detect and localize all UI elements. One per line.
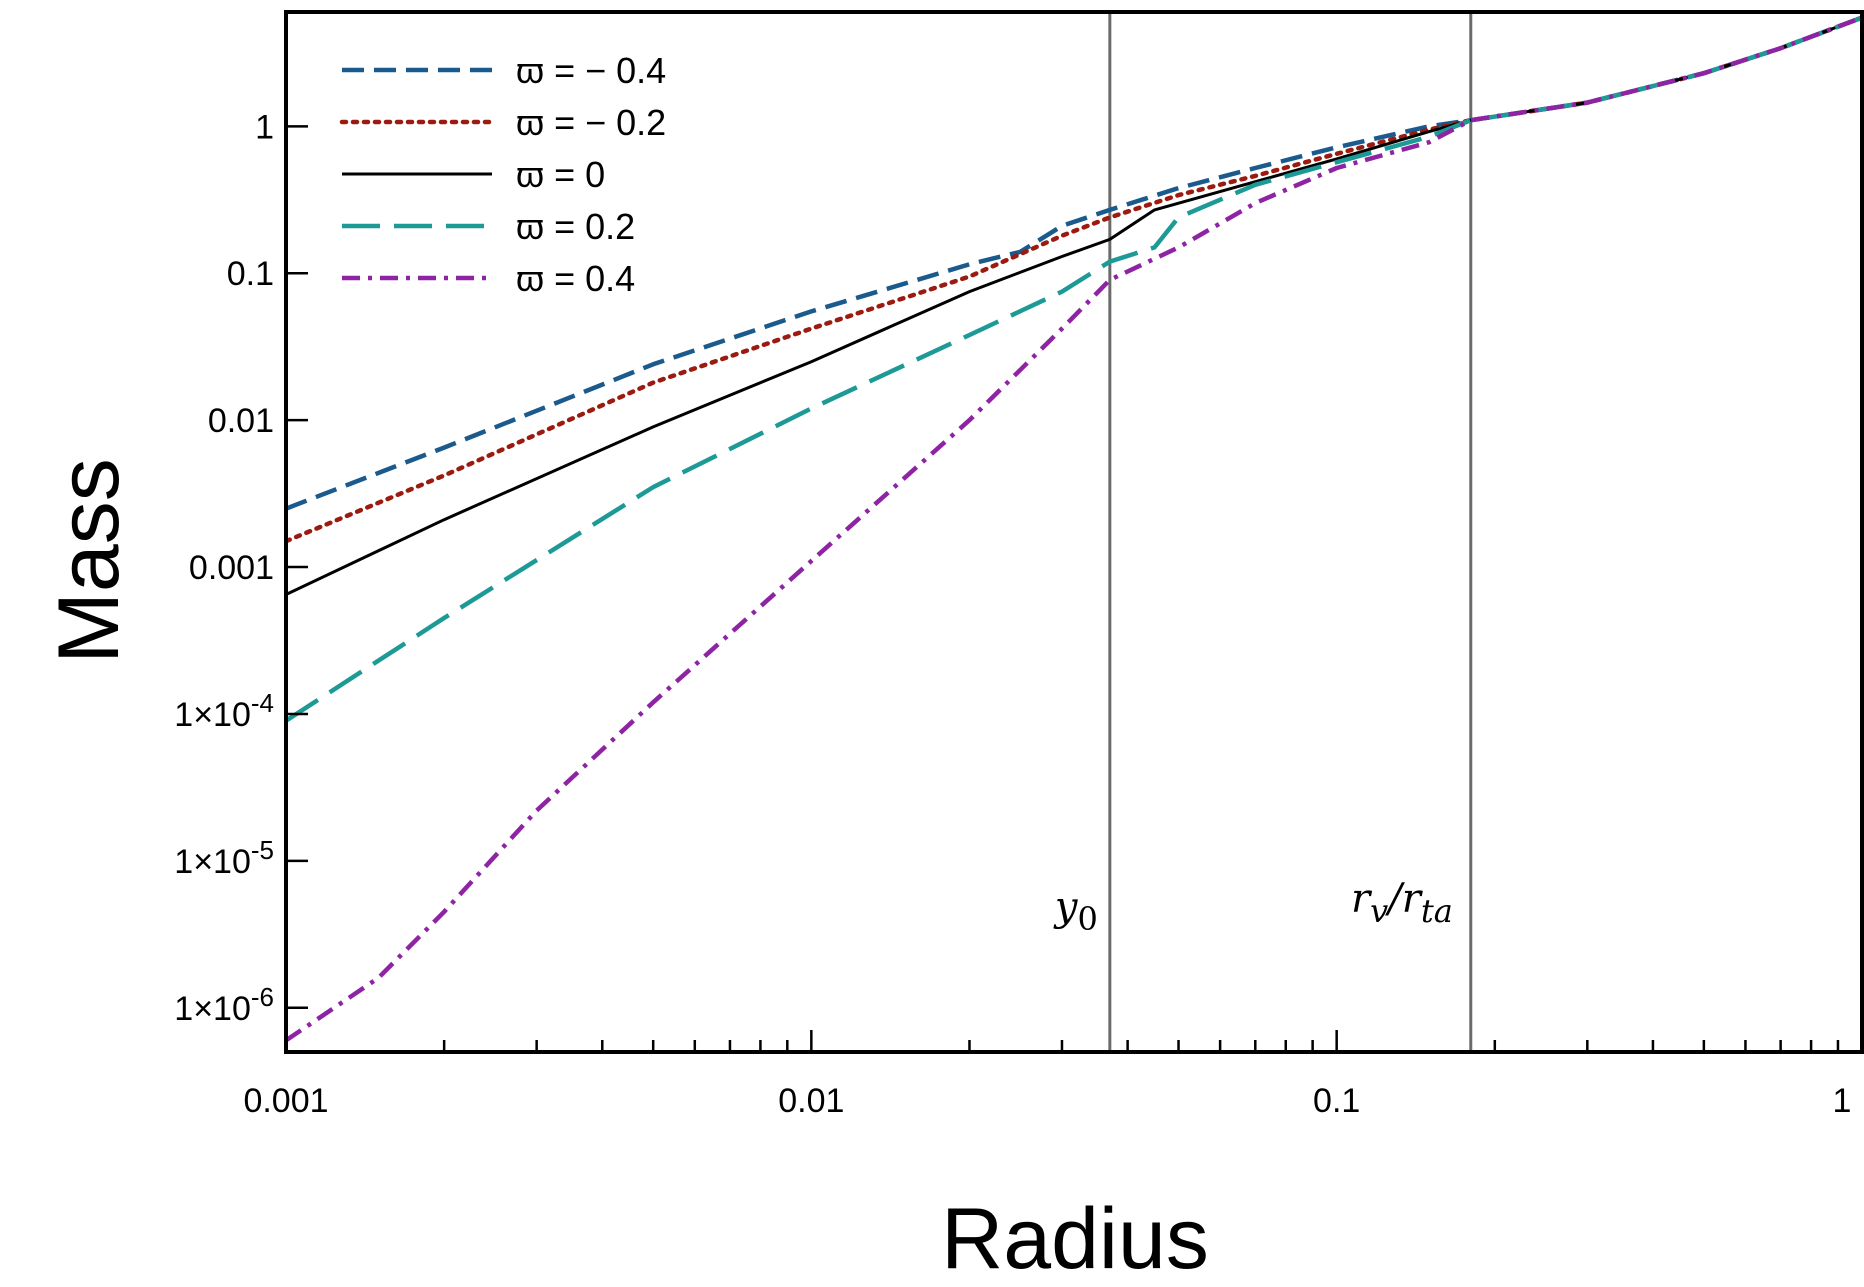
label-y0: y0 (1053, 884, 1098, 938)
y-axis-title: Mass (41, 458, 137, 663)
legend-label-1: ϖ = − 0.2 (516, 102, 666, 143)
y-tick-label: 0.01 (208, 402, 274, 440)
plot-frame (284, 10, 1864, 1054)
label-slash-r: /r (1384, 876, 1423, 922)
y-tick-label: 0.1 (227, 255, 274, 293)
label-rv-rta: rv/rta (1351, 876, 1453, 930)
x-axis-title: Radius (941, 1191, 1209, 1287)
legend: ϖ = − 0.4 ϖ = − 0.2 ϖ = 0 ϖ = 0.2 ϖ = 0.4 (339, 50, 666, 299)
axis-ticks (284, 125, 1864, 1052)
y-tick-label: 1×10-4 (174, 688, 274, 734)
x-tick-label: 0.001 (243, 1082, 328, 1120)
series-lines (286, 15, 1862, 1043)
legend-label-3: ϖ = 0.2 (516, 206, 635, 247)
series-line-3 (286, 15, 1862, 723)
tick-labels: 0.001 0.01 0.1 11×10-61×10-51×10-40.0010.01… (174, 108, 1851, 1120)
y-tick-label-exponent: -4 (251, 688, 274, 718)
label-sub-v: v (1370, 892, 1388, 930)
label-r: r (1351, 876, 1373, 922)
reference-lines (1108, 12, 1473, 1052)
y-tick-label-exponent: -5 (251, 835, 274, 865)
y-tick-label: 1 (255, 108, 274, 146)
y-tick-label: 0.001 (189, 549, 274, 587)
series-line-1 (286, 15, 1862, 544)
label-y0-subscript: 0 (1077, 900, 1097, 938)
x-tick-label: 0.01 (778, 1082, 844, 1120)
legend-label-2: ϖ = 0 (516, 154, 605, 195)
legend-label-4: ϖ = 0.4 (516, 258, 635, 299)
legend-label-0: ϖ = − 0.4 (516, 50, 666, 91)
y-tick-label: 1×10-5 (174, 835, 274, 881)
label-sub-ta: ta (1421, 892, 1453, 930)
reference-line-labels: y0 rv/rta (1053, 876, 1453, 938)
series-line-4 (286, 15, 1862, 1043)
y-tick-label-base: 1×10 (174, 843, 251, 881)
x-tick-label: 0.1 (1313, 1082, 1360, 1120)
y-tick-label-exponent: -6 (251, 982, 274, 1012)
y-tick-label: 1×10-6 (174, 982, 274, 1028)
y-tick-label-base: 1×10 (174, 990, 251, 1028)
x-tick-label: 1 (1833, 1082, 1852, 1120)
label-y0-main: y (1053, 884, 1079, 930)
y-tick-label-base: 1×10 (174, 696, 251, 734)
